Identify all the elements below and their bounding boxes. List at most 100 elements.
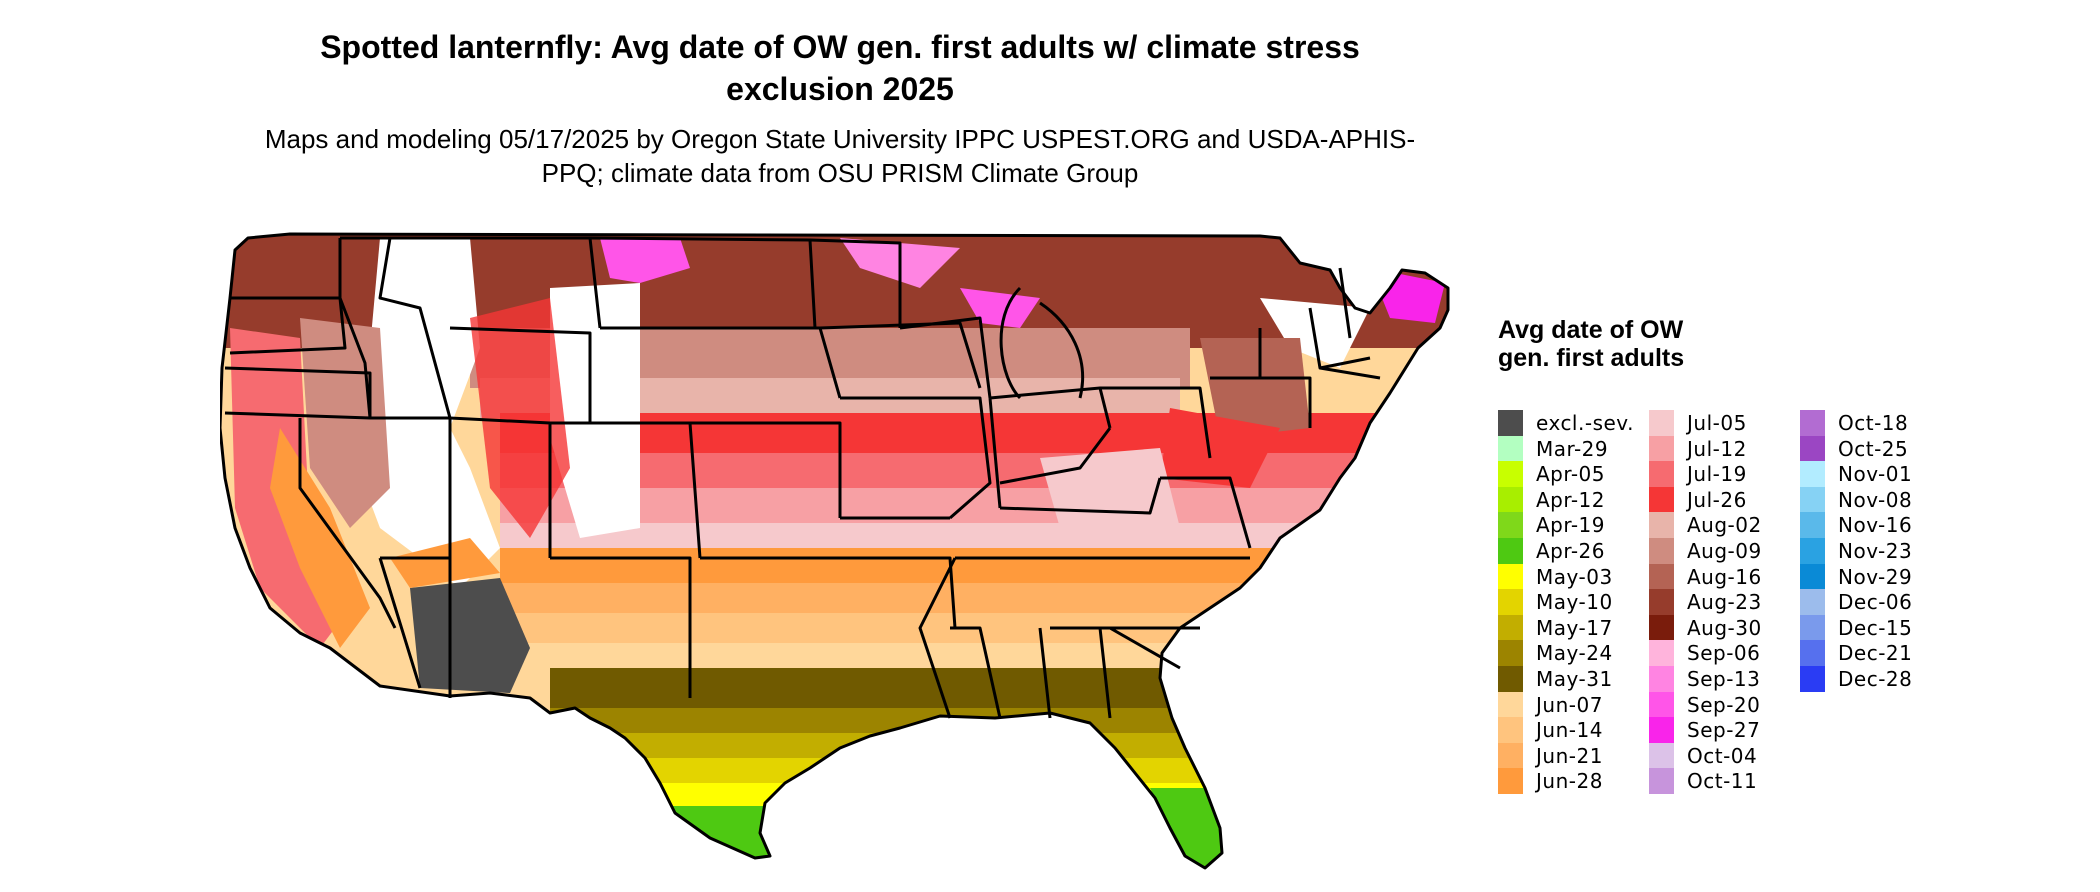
legend-label: Mar-29: [1536, 436, 1609, 461]
legend-label: Jul-12: [1687, 436, 1747, 461]
legend-label: Nov-16: [1838, 513, 1913, 538]
zone-unmodeled-rockies: [350, 238, 500, 588]
zone-pennsylvania: [1200, 338, 1310, 438]
legend-label: Nov-08: [1838, 487, 1913, 512]
legend-label: May-03: [1536, 564, 1613, 589]
legend-title: Avg date of OW gen. first adults: [1498, 316, 1685, 372]
legend-label: Aug-30: [1687, 615, 1762, 640]
legend-label: May-31: [1536, 667, 1613, 691]
legend-label: Jul-19: [1687, 462, 1747, 487]
legend-label: Apr-05: [1536, 462, 1605, 487]
legend-swatch: [1649, 563, 1674, 590]
zone-central-valley: [270, 428, 370, 648]
zone-jun-21: [500, 583, 1400, 618]
legend-label: Oct-04: [1687, 743, 1758, 768]
legend-swatch: [1498, 691, 1523, 718]
legend-swatch: [1800, 666, 1825, 692]
legend-label: Oct-18: [1838, 411, 1909, 435]
legend-swatch: [1649, 512, 1674, 538]
legend-label: Nov-29: [1838, 564, 1913, 589]
legend-swatch: [1498, 410, 1523, 436]
zone-south-texas: [700, 808, 770, 858]
zone-may-03: [550, 783, 1400, 808]
legend-swatch: [1649, 614, 1674, 641]
legend-swatch: [1800, 614, 1825, 641]
legend-swatch: [1800, 461, 1825, 487]
legend-label: Nov-01: [1838, 462, 1913, 487]
legend-swatch: [1498, 666, 1523, 692]
legend-swatch: [1649, 768, 1674, 794]
legend-swatch: [1649, 435, 1674, 462]
zone-appalachia: [1040, 448, 1180, 528]
legend-label: Jun-21: [1536, 743, 1603, 768]
legend-label: Dec-06: [1838, 590, 1913, 615]
legend-swatch: [1649, 461, 1674, 487]
legend-label: Oct-11: [1687, 769, 1758, 794]
zone-mid-atlantic: [1160, 408, 1280, 488]
legend-swatch: [1649, 640, 1674, 666]
map-subtitle: Maps and modeling 05/17/2025 by Oregon S…: [264, 124, 1416, 188]
legend-label: Dec-28: [1838, 667, 1913, 691]
legend-label: May-24: [1536, 641, 1613, 666]
legend-swatch: [1498, 563, 1523, 590]
zone-utah: [470, 298, 570, 538]
legend-label: Jun-14: [1536, 718, 1603, 743]
legend-swatch: [1800, 512, 1825, 538]
legend-swatch: [1498, 614, 1523, 641]
legend-swatch: [1800, 563, 1825, 590]
legend-label: Dec-21: [1838, 641, 1913, 666]
legend-label: Nov-23: [1838, 539, 1913, 563]
legend-swatch: [1649, 742, 1674, 769]
legend-label: Apr-19: [1536, 513, 1605, 538]
legend-swatch: [1800, 538, 1825, 564]
legend-swatch: [1498, 589, 1523, 615]
us-map: [220, 232, 1450, 870]
legend-label: Dec-15: [1838, 615, 1913, 640]
legend-swatch: [1498, 742, 1523, 769]
legend-swatch: [1649, 410, 1674, 436]
legend-swatch: [1800, 640, 1825, 666]
zone-may-31: [550, 668, 1400, 713]
legend-swatch: [1649, 589, 1674, 615]
zone-excl-severe: [410, 578, 530, 693]
state-boundaries: [220, 232, 1450, 870]
zone-south-florida: [1150, 788, 1222, 868]
legend-label: excl.-sev.: [1536, 411, 1634, 435]
legend-swatch: [1498, 717, 1523, 743]
map-title: Spotted lanternfly: Avg date of OW gen. …: [320, 29, 1360, 107]
legend-label: Jun-28: [1536, 769, 1603, 794]
legend-label: Jun-07: [1536, 692, 1603, 717]
legend-swatch: [1800, 435, 1825, 462]
zone-arizona-orange: [390, 538, 500, 588]
legend-label: Aug-23: [1687, 590, 1762, 615]
legend-label: Sep-13: [1687, 667, 1761, 691]
legend-swatch: [1498, 461, 1523, 487]
legend-label: Apr-12: [1536, 487, 1605, 512]
legend-swatch: [1800, 486, 1825, 513]
zone-unmodeled-colorado: [550, 283, 640, 538]
legend-swatch: [1498, 768, 1523, 794]
zone-apr-26: [550, 806, 1400, 868]
legend-label: May-10: [1536, 590, 1613, 615]
legend-swatch: [1649, 666, 1674, 692]
legend-label: Aug-09: [1687, 539, 1762, 563]
zone-montana-pink: [600, 238, 690, 283]
legend-label: Oct-25: [1838, 436, 1909, 461]
legend-label: Aug-02: [1687, 513, 1762, 538]
legend-label: Jul-26: [1687, 487, 1747, 512]
legend-swatch: [1649, 486, 1674, 513]
legend-label: May-17: [1536, 615, 1613, 640]
legend-label: Aug-16: [1687, 564, 1762, 589]
legend-swatch: [1649, 538, 1674, 564]
legend-swatch: [1649, 691, 1674, 718]
legend-swatch: [1800, 410, 1825, 436]
legend-label: Sep-20: [1687, 692, 1761, 717]
legend-label: Apr-26: [1536, 539, 1605, 563]
legend-swatch: [1649, 717, 1674, 743]
legend-swatch: [1498, 486, 1523, 513]
legend-swatch: [1800, 589, 1825, 615]
legend-swatch: [1498, 640, 1523, 666]
legend-label: Sep-06: [1687, 641, 1761, 666]
legend-swatch: [1498, 435, 1523, 462]
legend-label: Jul-05: [1687, 411, 1747, 435]
